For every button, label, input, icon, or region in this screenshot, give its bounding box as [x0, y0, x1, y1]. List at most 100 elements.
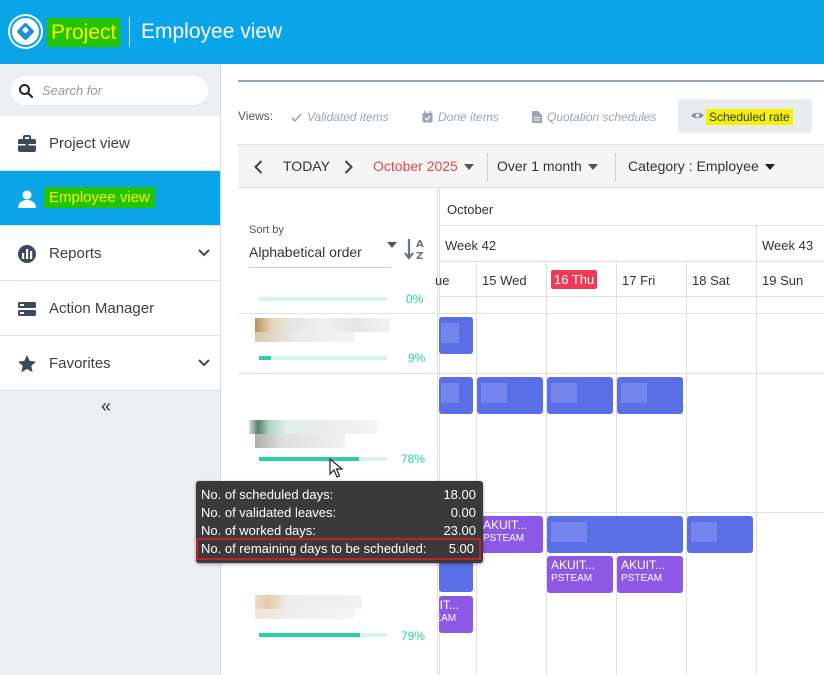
task-block[interactable] — [687, 516, 753, 553]
divider — [238, 80, 824, 82]
employee-name-blurred — [255, 318, 390, 332]
scheduled-rate-tooltip: No. of scheduled days: 18.00 No. of valid… — [196, 481, 483, 563]
week-header: Week 43 — [762, 238, 814, 253]
view-validated-items[interactable]: Validated items — [291, 110, 389, 124]
app-name[interactable]: Project — [47, 18, 121, 47]
grid-line — [439, 296, 824, 297]
view-quotation-schedules[interactable]: Quotation schedules — [532, 110, 656, 124]
task-block[interactable] — [547, 516, 683, 553]
progress-bar — [259, 457, 387, 461]
sidebar-item-label: Action Manager — [49, 300, 155, 317]
chart-icon — [18, 245, 36, 263]
range-selector[interactable]: Over 1 month — [497, 158, 598, 174]
employee-name-blurred — [255, 609, 355, 619]
tooltip-row: No. of validated leaves: 0.00 — [201, 504, 476, 522]
day-header: 18 Sat — [692, 273, 730, 288]
employee-rows: 0% 9% 78% 79% AKUIT... PSTEAM — [238, 292, 824, 675]
progress-bar — [259, 297, 387, 301]
employee-row[interactable]: 79% — [238, 513, 438, 675]
progress-percent: 0% — [406, 292, 424, 306]
sort-alpha-icon[interactable]: AZ — [403, 236, 429, 262]
task-block[interactable] — [617, 377, 683, 414]
employee-row[interactable]: 0% — [238, 292, 438, 314]
grid-line — [439, 188, 440, 675]
sidebar-item-favorites[interactable]: Favorites — [0, 336, 220, 391]
sidebar-item-action-manager[interactable]: Action Manager — [0, 281, 220, 336]
grid-line — [616, 261, 617, 675]
search-input[interactable] — [42, 83, 192, 98]
toolbar-separator — [487, 153, 488, 181]
tooltip-value: 23.00 — [443, 523, 476, 538]
tooltip-label: No. of scheduled days: — [201, 487, 334, 502]
employee-name-blurred — [255, 434, 345, 448]
employee-name-blurred — [255, 595, 362, 609]
progress-percent: 9% — [408, 351, 426, 365]
chevron-down-icon[interactable] — [198, 246, 210, 258]
user-icon — [18, 190, 36, 208]
grid-line — [238, 313, 824, 314]
day-header: 17 Fri — [622, 273, 656, 288]
caret-down-icon[interactable] — [387, 242, 397, 248]
task-team: PSTEAM — [621, 573, 663, 584]
month-label: October 2025 — [373, 158, 458, 174]
caret-down-icon — [587, 164, 598, 171]
task-block[interactable] — [439, 317, 473, 354]
task-content-blurred — [441, 383, 459, 403]
grid-line — [546, 261, 547, 675]
task-content-blurred — [551, 383, 577, 403]
sidebar-item-employee-view[interactable]: Employee view — [0, 171, 220, 226]
task-block[interactable] — [477, 377, 543, 414]
eye-icon — [691, 112, 704, 119]
mouse-cursor-icon — [329, 458, 343, 478]
caret-down-icon — [764, 164, 775, 171]
day-header: 19 Sun — [762, 273, 804, 288]
sidebar-item-reports[interactable]: Reports — [0, 226, 220, 281]
server-icon — [18, 302, 36, 316]
employee-name-blurred — [255, 332, 355, 342]
task-block[interactable]: AKUIT... PSTEAM — [547, 556, 613, 593]
views-label: Views: — [238, 109, 274, 123]
task-block[interactable] — [439, 377, 473, 414]
view-done-items[interactable]: Done items — [422, 110, 499, 124]
sidebar: Project view Employee view Reports Actio… — [0, 64, 221, 675]
chevron-down-icon[interactable] — [198, 356, 210, 368]
view-scheduled-rate[interactable]: Scheduled rate — [678, 99, 812, 133]
task-block[interactable]: AKUIT... PSTEAM — [617, 556, 683, 593]
view-label: Done items — [438, 110, 499, 124]
task-content-blurred — [621, 383, 647, 403]
task-content-blurred — [691, 522, 717, 542]
chevron-right-icon[interactable] — [344, 160, 353, 174]
briefcase-icon — [18, 135, 36, 152]
title-separator — [129, 17, 130, 47]
tooltip-label: No. of validated leaves: — [201, 505, 337, 520]
collapse-sidebar-button[interactable]: « — [101, 396, 112, 416]
tooltip-value: 5.00 — [448, 541, 474, 556]
calendar-toolbar: TODAY October 2025 Over 1 month Category… — [238, 144, 824, 188]
app-logo[interactable] — [10, 16, 41, 47]
chevron-left-icon[interactable] — [254, 160, 263, 174]
sidebar-item-label: Reports — [49, 245, 102, 262]
sidebar-item-label: Favorites — [49, 355, 111, 372]
category-label: Category : Employee — [628, 158, 759, 174]
tooltip-row: No. of scheduled days: 18.00 — [201, 486, 476, 504]
employee-row[interactable]: 9% — [238, 314, 438, 374]
sidebar-item-project-view[interactable]: Project view — [0, 116, 220, 171]
category-selector[interactable]: Category : Employee — [628, 158, 775, 174]
check-icon — [291, 112, 302, 122]
view-label: Quotation schedules — [547, 110, 657, 124]
toolbar-separator — [615, 153, 616, 181]
search-box[interactable] — [11, 76, 208, 105]
grid-line — [686, 261, 687, 675]
task-block[interactable]: AKUIT... PSTEAM — [415, 596, 473, 633]
tooltip-row: No. of worked days: 23.00 — [201, 522, 476, 540]
sidebar-item-label: Employee view — [44, 187, 155, 208]
task-block[interactable] — [547, 377, 613, 414]
month-selector[interactable]: October 2025 — [373, 158, 474, 174]
grid-line — [476, 261, 477, 675]
grid-line — [439, 261, 824, 262]
today-button[interactable]: TODAY — [283, 158, 330, 174]
sort-select[interactable]: Alphabetical order — [249, 244, 391, 268]
task-label: AKUIT... — [483, 518, 528, 532]
sidebar-item-label: Project view — [49, 135, 130, 152]
